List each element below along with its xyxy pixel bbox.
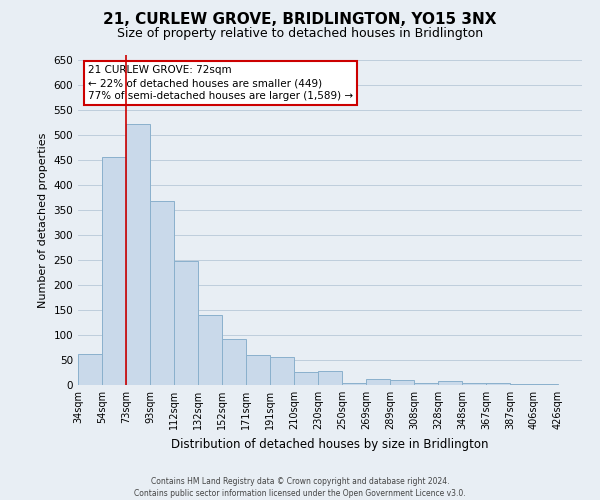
Bar [462,382,486,385]
Bar [246,354,270,385]
Bar [318,371,342,385]
X-axis label: Distribution of detached houses by size in Bridlington: Distribution of detached houses by size … [171,438,489,450]
Bar [510,384,534,385]
Text: 21, CURLEW GROVE, BRIDLINGTON, YO15 3NX: 21, CURLEW GROVE, BRIDLINGTON, YO15 3NX [103,12,497,28]
Bar [390,380,414,385]
Bar [222,338,246,385]
Bar [534,384,558,385]
Bar [78,354,102,385]
Bar [270,356,294,385]
Bar [438,381,462,385]
Bar [486,382,510,385]
Bar [342,382,366,385]
Bar [126,124,150,385]
Text: 21 CURLEW GROVE: 72sqm
← 22% of detached houses are smaller (449)
77% of semi-de: 21 CURLEW GROVE: 72sqm ← 22% of detached… [88,65,353,102]
Bar [174,261,198,385]
Bar [198,315,222,385]
Bar [102,156,126,385]
Text: Size of property relative to detached houses in Bridlington: Size of property relative to detached ho… [117,28,483,40]
Bar [414,382,438,385]
Bar [294,372,318,385]
Bar [150,201,174,385]
Y-axis label: Number of detached properties: Number of detached properties [38,132,48,308]
Text: Contains HM Land Registry data © Crown copyright and database right 2024.
Contai: Contains HM Land Registry data © Crown c… [134,476,466,498]
Bar [366,378,390,385]
